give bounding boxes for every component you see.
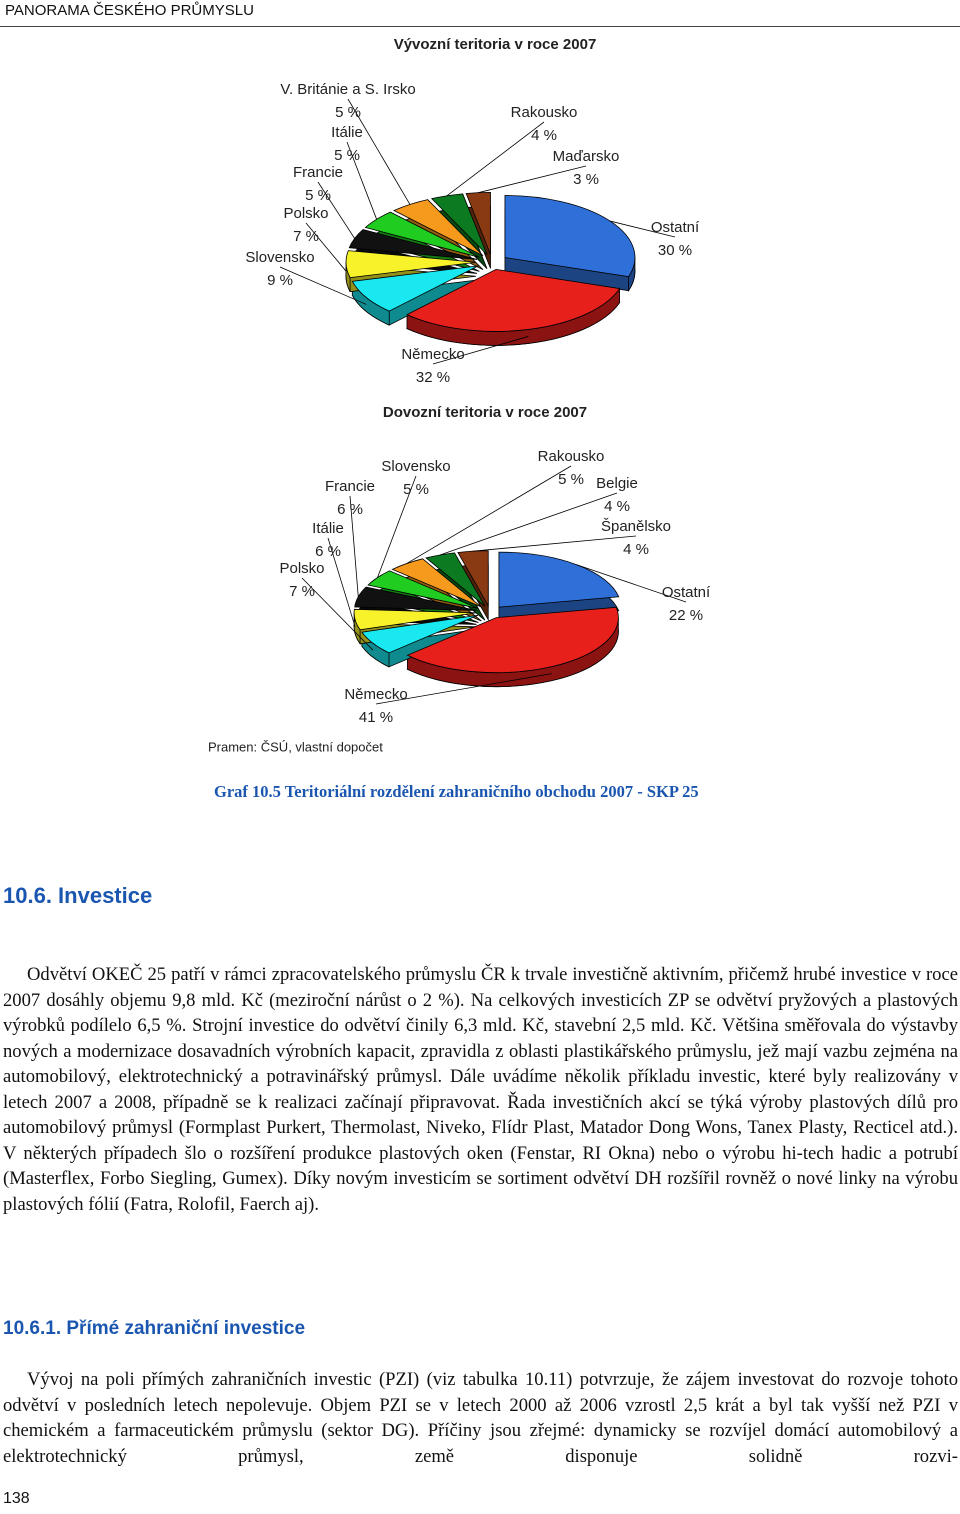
leader-line — [346, 141, 378, 220]
section-heading: 10.6. Investice — [3, 883, 153, 908]
leader-line — [375, 673, 552, 705]
slice-value-label: 5 % — [403, 481, 429, 498]
leader-line — [349, 495, 359, 597]
slice-value-label: 7 % — [293, 228, 319, 245]
slice-value-label: 32 % — [416, 369, 450, 386]
leader-line — [432, 336, 529, 365]
slice-value-label: 5 % — [335, 104, 361, 121]
slice-label: Maďarsko — [553, 148, 620, 165]
page-number: 138 — [3, 1490, 30, 1507]
slice-label: Polsko — [283, 205, 328, 222]
leader-line — [377, 475, 417, 578]
slice-value-label: 9 % — [267, 272, 293, 289]
leader-line — [478, 165, 587, 194]
leader-line — [279, 266, 367, 305]
pie-slice — [351, 265, 479, 312]
slice-label: Francie — [325, 478, 375, 495]
chart-title: Dovozní teritoria v roce 2007 — [383, 404, 587, 421]
source: Pramen: ČSÚ, vlastní dopočet — [208, 739, 383, 754]
leader-line — [317, 181, 355, 239]
header: PANORAMA ČESKÉHO PRŮMYSLU — [5, 2, 254, 19]
slice-label: Itálie — [312, 520, 344, 537]
header-rule — [0, 26, 960, 27]
pie-slice — [361, 614, 479, 654]
pie-slice — [498, 551, 620, 608]
slice-label: Španělsko — [601, 518, 671, 535]
leader-line — [347, 98, 411, 205]
slice-label: Rakousko — [538, 448, 605, 465]
subsection-heading: 10.6.1. Přímé zahraniční investice — [3, 1318, 306, 1339]
leader-line — [576, 564, 687, 603]
leader-line — [439, 492, 618, 556]
pie-slice — [393, 199, 484, 257]
slice-label: Slovensko — [245, 249, 314, 266]
slice-value-label: 4 % — [531, 127, 557, 144]
slice-label: Slovensko — [381, 458, 450, 475]
slice-value-label: 41 % — [359, 709, 393, 726]
slice-value-label: 6 % — [337, 501, 363, 518]
pie-slice — [430, 193, 488, 256]
slice-label: Francie — [293, 164, 343, 181]
leader-line — [305, 222, 347, 272]
leader-line — [610, 220, 676, 238]
slice-label: V. Británie a S. Irsko — [280, 81, 415, 98]
leader-line — [327, 537, 356, 627]
slice-label: Rakousko — [511, 104, 578, 121]
slice-label: Itálie — [331, 124, 363, 141]
pie-slice — [345, 250, 477, 279]
slice-label: Belgie — [596, 475, 638, 492]
slice-value-label: 7 % — [289, 583, 315, 600]
pie-slice — [457, 550, 489, 608]
paragraph: Odvětví OKEČ 25 patří v rámci zpracovate… — [3, 964, 958, 1215]
pie-slice — [406, 606, 619, 674]
pie-slice — [425, 552, 486, 607]
slice-label: Polsko — [279, 560, 324, 577]
slice-value-label: 4 % — [623, 541, 649, 558]
pie-slice — [348, 229, 478, 260]
slice-label: Německo — [401, 346, 464, 363]
paragraph: Vývoj na poli přímých zahraničních inves… — [3, 1369, 958, 1467]
slice-value-label: 6 % — [315, 543, 341, 560]
leader-line — [472, 535, 637, 552]
leader-line — [406, 465, 572, 564]
pie-slice — [406, 268, 621, 332]
pie-slice — [364, 211, 480, 258]
slice-value-label: 5 % — [334, 147, 360, 164]
caption: Graf 10.5 Teritoriální rozdělení zahrani… — [214, 782, 699, 801]
pie-slice — [353, 608, 477, 631]
slice-label: Ostatní — [651, 219, 700, 236]
slice-label: Ostatní — [662, 584, 711, 601]
slice-value-label: 4 % — [604, 498, 630, 515]
leader-line — [301, 577, 374, 651]
slice-value-label: 3 % — [573, 171, 599, 188]
charts: Pramen: ČSÚ, vlastní dopočet Graf 10.5 T… — [208, 36, 711, 801]
slice-value-label: 30 % — [658, 242, 692, 259]
leader-line — [446, 121, 545, 197]
pie-slice — [354, 586, 477, 611]
slice-value-label: 5 % — [558, 471, 584, 488]
slice-value-label: 22 % — [669, 607, 703, 624]
slice-label: Německo — [344, 686, 407, 703]
chart-title: Vývozní teritoria v roce 2007 — [394, 36, 597, 53]
slice-value-label: 5 % — [305, 187, 331, 204]
